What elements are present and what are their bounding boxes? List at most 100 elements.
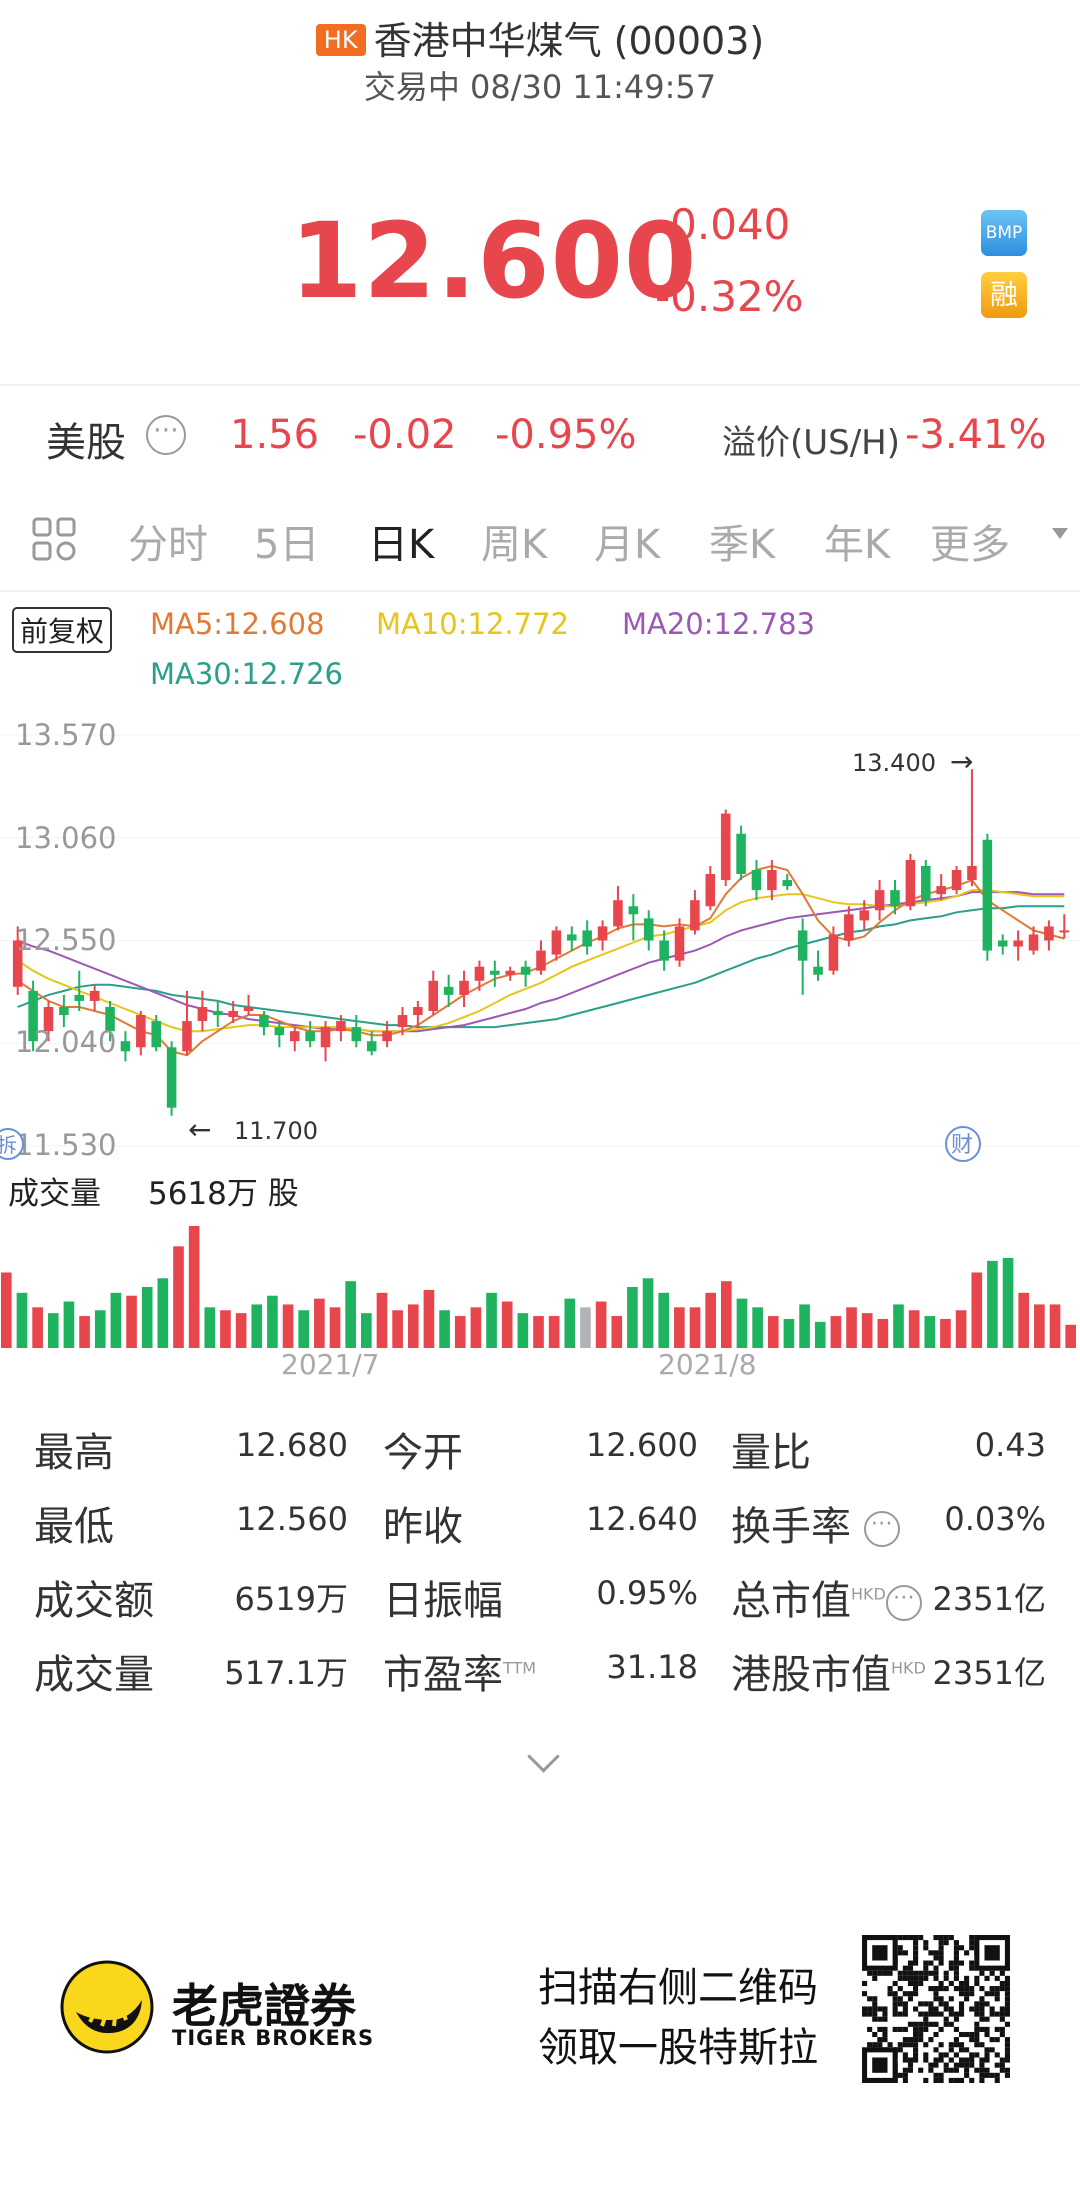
more-options-icon[interactable]: ⋯ [146,415,186,455]
qr-module [953,2011,959,2017]
qr-module [907,2042,914,2048]
qr-module [913,1940,919,1946]
qr-module [867,2026,873,2032]
qr-module [862,2011,868,2017]
tab-yearly-k[interactable]: 年K [824,522,891,568]
qr-module [964,1950,970,1956]
chevron-down-icon[interactable] [1052,528,1068,539]
candle-body [890,890,900,907]
candle-body [582,930,592,947]
qr-module [958,1986,965,1992]
candle-body [828,934,839,971]
chevron-down-icon[interactable] [527,1740,560,1773]
volume-bar [1034,1304,1045,1348]
volume-bar [329,1307,341,1348]
qr-module [1004,2001,1010,2007]
candlestick-chart[interactable]: 13.570 13.060 12.550 12.040 11.530 13.40… [0,700,1080,1390]
candle-body [613,900,623,927]
qr-module [999,2026,1005,2032]
qr-module [1004,2042,1010,2048]
qr-module [877,2016,883,2022]
qr-module [933,2031,939,2038]
qr-module [902,2042,908,2048]
info-icon[interactable]: ⋯ [885,1585,922,1621]
qr-module [897,2072,903,2078]
candle-body [674,926,685,961]
qr-module [897,1950,903,1956]
qr-module [984,2031,990,2038]
qr-module [979,2026,985,2032]
qr-module [974,2031,980,2038]
stat-value-volume-ratio: 0.43 [974,1426,1046,1464]
candle-body [1013,940,1023,947]
qr-module [867,1996,873,2002]
qr-module [938,2042,944,2048]
qr-module [928,2062,934,2068]
qr-module [979,2016,985,2022]
qr-module [907,1965,914,1971]
qr-module [953,2067,959,2073]
bmp-tag[interactable]: BMP [981,210,1027,256]
qr-module [969,1945,975,1951]
tab-intraday[interactable]: 分时 [128,522,208,568]
qr-module [938,2057,944,2063]
qr-module [979,1996,985,2002]
candle-body [767,869,777,891]
qr-module [938,1996,944,2002]
qr-module [907,2057,914,2063]
qr-module [953,2016,959,2022]
candle-body [567,934,577,941]
tab-quarterly-k[interactable]: 季K [709,522,776,568]
info-icon[interactable]: ⋯ [863,1511,900,1547]
volume-bar [674,1307,685,1348]
volume-bar [893,1304,904,1348]
qr-module [969,1991,975,1997]
qr-module [938,1955,944,1961]
qr-module [902,2057,908,2063]
stat-value-open: 12.600 [586,1426,698,1464]
qr-module [897,1986,903,1992]
tab-monthly-k[interactable]: 月K [594,522,661,568]
candle-body [382,1031,392,1042]
qr-module [933,2011,939,2017]
volume-bar [173,1246,184,1348]
margin-tag[interactable]: 融 [981,272,1027,318]
candle-body [274,1027,285,1036]
qr-module [999,2006,1005,2012]
stat-label-open: 今开 [383,1430,463,1476]
candle-body [59,1006,69,1016]
qr-code [862,1935,1010,2083]
candle-body [12,940,23,987]
tab-more[interactable]: 更多 [930,522,1010,568]
qr-module [984,1975,990,1981]
qr-module [953,1970,959,1976]
qr-module [958,2077,965,2083]
ma20-line [17,891,1065,1033]
stat-value-amplitude: 0.95% [596,1574,698,1612]
qr-module [979,2001,985,2007]
candle-body [659,940,669,961]
candle-body [997,940,1008,947]
qr-module [923,2057,929,2063]
volume-bar [799,1304,810,1348]
qr-module [938,1945,944,1951]
qr-module [862,1980,868,1987]
adjust-toggle[interactable]: 前复权 [12,607,113,653]
grid-icon[interactable] [32,517,78,563]
qr-module [923,2052,929,2058]
y-tick-label: 12.040 [15,1025,116,1059]
tab-weekly-k[interactable]: 周K [481,522,548,568]
tab-5day[interactable]: 5日 [254,522,320,568]
qr-module [984,2001,990,2007]
volume-bar [470,1307,482,1348]
candle-body [690,900,700,931]
us-stock-label: 美股 [46,420,126,466]
volume-bar [282,1304,294,1348]
tab-daily-k[interactable]: 日K [368,522,435,568]
volume-bar [188,1226,200,1348]
qr-module [974,2001,980,2007]
qr-module [933,2077,939,2083]
stat-value-pe: 31.18 [606,1648,698,1686]
volume-bar [564,1298,576,1348]
candle-body [474,966,485,981]
